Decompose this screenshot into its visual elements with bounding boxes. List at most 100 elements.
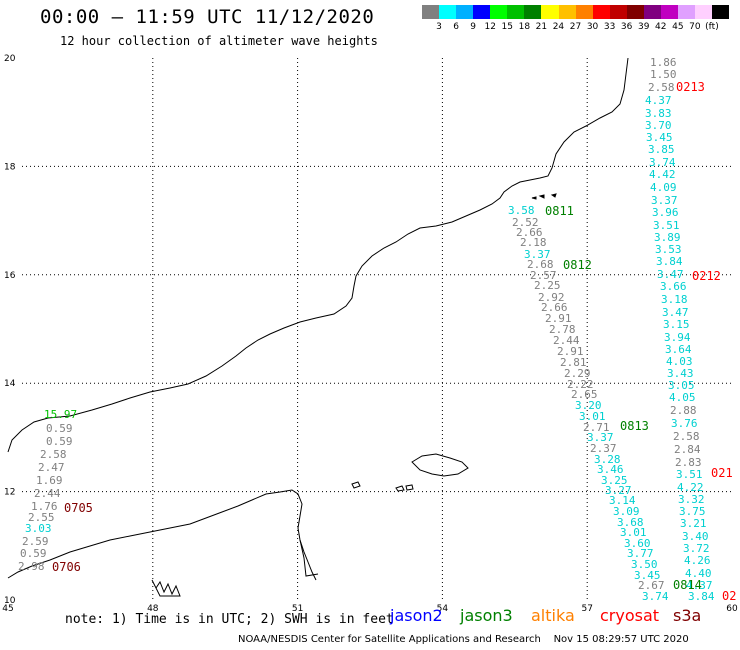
wave-height-value: 3.45: [634, 569, 661, 582]
wave-height-value: 3.51: [676, 468, 703, 481]
color-swatch: [660, 5, 678, 19]
wave-height-value: 2.25: [534, 279, 561, 292]
wave-height-value: 3.27: [605, 484, 632, 497]
wave-height-value: 3.21: [680, 517, 707, 530]
color-scale-label: 3: [436, 22, 442, 32]
wave-height-value: 2.91: [557, 345, 584, 358]
wave-height-value: 2.52: [512, 216, 539, 229]
satellite-legend-cryosat: cryosat: [600, 606, 660, 625]
color-swatch: [592, 5, 610, 19]
wave-height-value: 2.37: [590, 442, 617, 455]
satellite-legend-altika: altika: [531, 606, 575, 625]
wave-height-value: 1.76: [31, 500, 58, 513]
wave-height-value: 2.68: [527, 258, 554, 271]
small-islands: [351, 481, 414, 492]
wave-height-value: 2.44: [34, 487, 61, 500]
wave-height-value: 1.50: [650, 68, 677, 81]
color-swatch: [490, 5, 508, 19]
wave-height-value: 4.05: [669, 391, 696, 404]
color-scale-label: 42: [655, 22, 667, 32]
color-swatch: [695, 5, 713, 19]
wave-height-value: 3.74: [642, 590, 669, 603]
wave-height-value: 2.18: [520, 236, 547, 249]
wave-height-value: 3.85: [648, 143, 675, 156]
wave-height-value: 3.89: [654, 231, 681, 244]
wave-height-value: 2.81: [560, 356, 587, 369]
wave-height-value: 2.44: [553, 334, 580, 347]
wave-height-value: 3.20: [575, 399, 602, 412]
longitude-tick-label: 45: [2, 604, 13, 614]
kuria-muria-islands: [531, 193, 557, 200]
color-scale-label: 15: [501, 22, 513, 32]
wave-height-value: 3.51: [653, 219, 680, 232]
wave-height-value: 3.25: [601, 474, 628, 487]
color-swatch: [473, 5, 491, 19]
wave-height-value: 2.84: [674, 443, 701, 456]
wave-height-value: 3.72: [683, 542, 710, 555]
wave-height-value: 4.26: [684, 554, 711, 567]
wave-height-value: 2.83: [675, 456, 702, 469]
wave-height-value: 2.71: [583, 421, 610, 434]
coastline-somalia: [7, 489, 317, 581]
color-swatch: [712, 5, 730, 19]
gulf-of-aden-coast-bits: [151, 579, 181, 597]
wave-height-value: 3.64: [665, 343, 692, 356]
color-scale-label: (ft): [705, 22, 719, 32]
color-swatch: [575, 5, 593, 19]
wave-height-value: 3.74: [649, 156, 676, 169]
wave-height-value: 4.09: [650, 181, 677, 194]
color-scale-label: 21: [535, 22, 548, 32]
color-swatch: [439, 5, 457, 19]
wave-height-value: 2.67: [638, 579, 665, 592]
color-scale-label: 36: [620, 22, 633, 32]
wave-height-value: 3.58: [508, 204, 535, 217]
wave-height-value: 3.01: [579, 410, 606, 423]
wave-height-value: 3.66: [660, 280, 687, 293]
wave-height-value: 3.75: [679, 505, 706, 518]
color-scale-label: 12: [484, 22, 496, 32]
wave-height-value: 3.47: [662, 306, 689, 319]
coastline: [7, 57, 629, 597]
wave-height-value: 3.96: [652, 206, 679, 219]
pass-time-label: 0813: [620, 419, 649, 433]
wave-height-value: 3.37: [651, 194, 678, 207]
wave-height-value: 3.84: [656, 255, 683, 268]
wave-height-value: 3.37: [587, 431, 614, 444]
pass-time-label: 0212: [692, 269, 721, 283]
wave-height-value: 3.05: [668, 379, 695, 392]
color-swatch: [541, 5, 559, 19]
latitude-tick-label: 10: [4, 596, 16, 606]
coastline-somalia-east: [299, 539, 319, 577]
color-swatch: [626, 5, 644, 19]
pass-time-label: 0812: [563, 258, 592, 272]
wave-height-value: 0.59: [20, 547, 47, 560]
color-scale-label: 27: [569, 22, 582, 32]
wave-height-value: 2.66: [516, 226, 543, 239]
wave-height-value: 3.37: [524, 248, 551, 261]
color-scale-bar: [422, 5, 730, 19]
wave-height-value: 1.69: [36, 474, 63, 487]
wave-height-value: 4.37: [645, 94, 672, 107]
wave-height-value: 4.40: [685, 567, 712, 580]
color-scale-label: 6: [453, 22, 459, 32]
wave-height-value: 3.70: [645, 119, 672, 132]
color-swatch: [422, 5, 440, 19]
pass-time-label: 0705: [64, 501, 93, 515]
color-swatch: [456, 5, 474, 19]
wave-height-value: 3.18: [661, 293, 688, 306]
color-scale-label: 45: [672, 22, 684, 32]
wave-height-value: 3.94: [664, 331, 691, 344]
satellite-legend-jason3: jason3: [460, 606, 513, 625]
color-scale-label: 70: [689, 22, 701, 32]
wave-height-value: 3.01: [620, 526, 647, 539]
latitude-tick-label: 14: [4, 379, 16, 389]
wave-height-value: 15.97: [44, 408, 77, 421]
longitude-tick-label: 54: [437, 604, 449, 614]
wave-height-value: 2.78: [549, 323, 576, 336]
socotra-island: [411, 453, 469, 477]
wave-height-value: 3.09: [613, 505, 640, 518]
wave-height-value: 3.03: [25, 522, 52, 535]
wave-height-value: 1.86: [650, 56, 677, 69]
wave-height-value: 4.37: [686, 579, 713, 592]
wave-height-value: 3.15: [663, 318, 690, 331]
